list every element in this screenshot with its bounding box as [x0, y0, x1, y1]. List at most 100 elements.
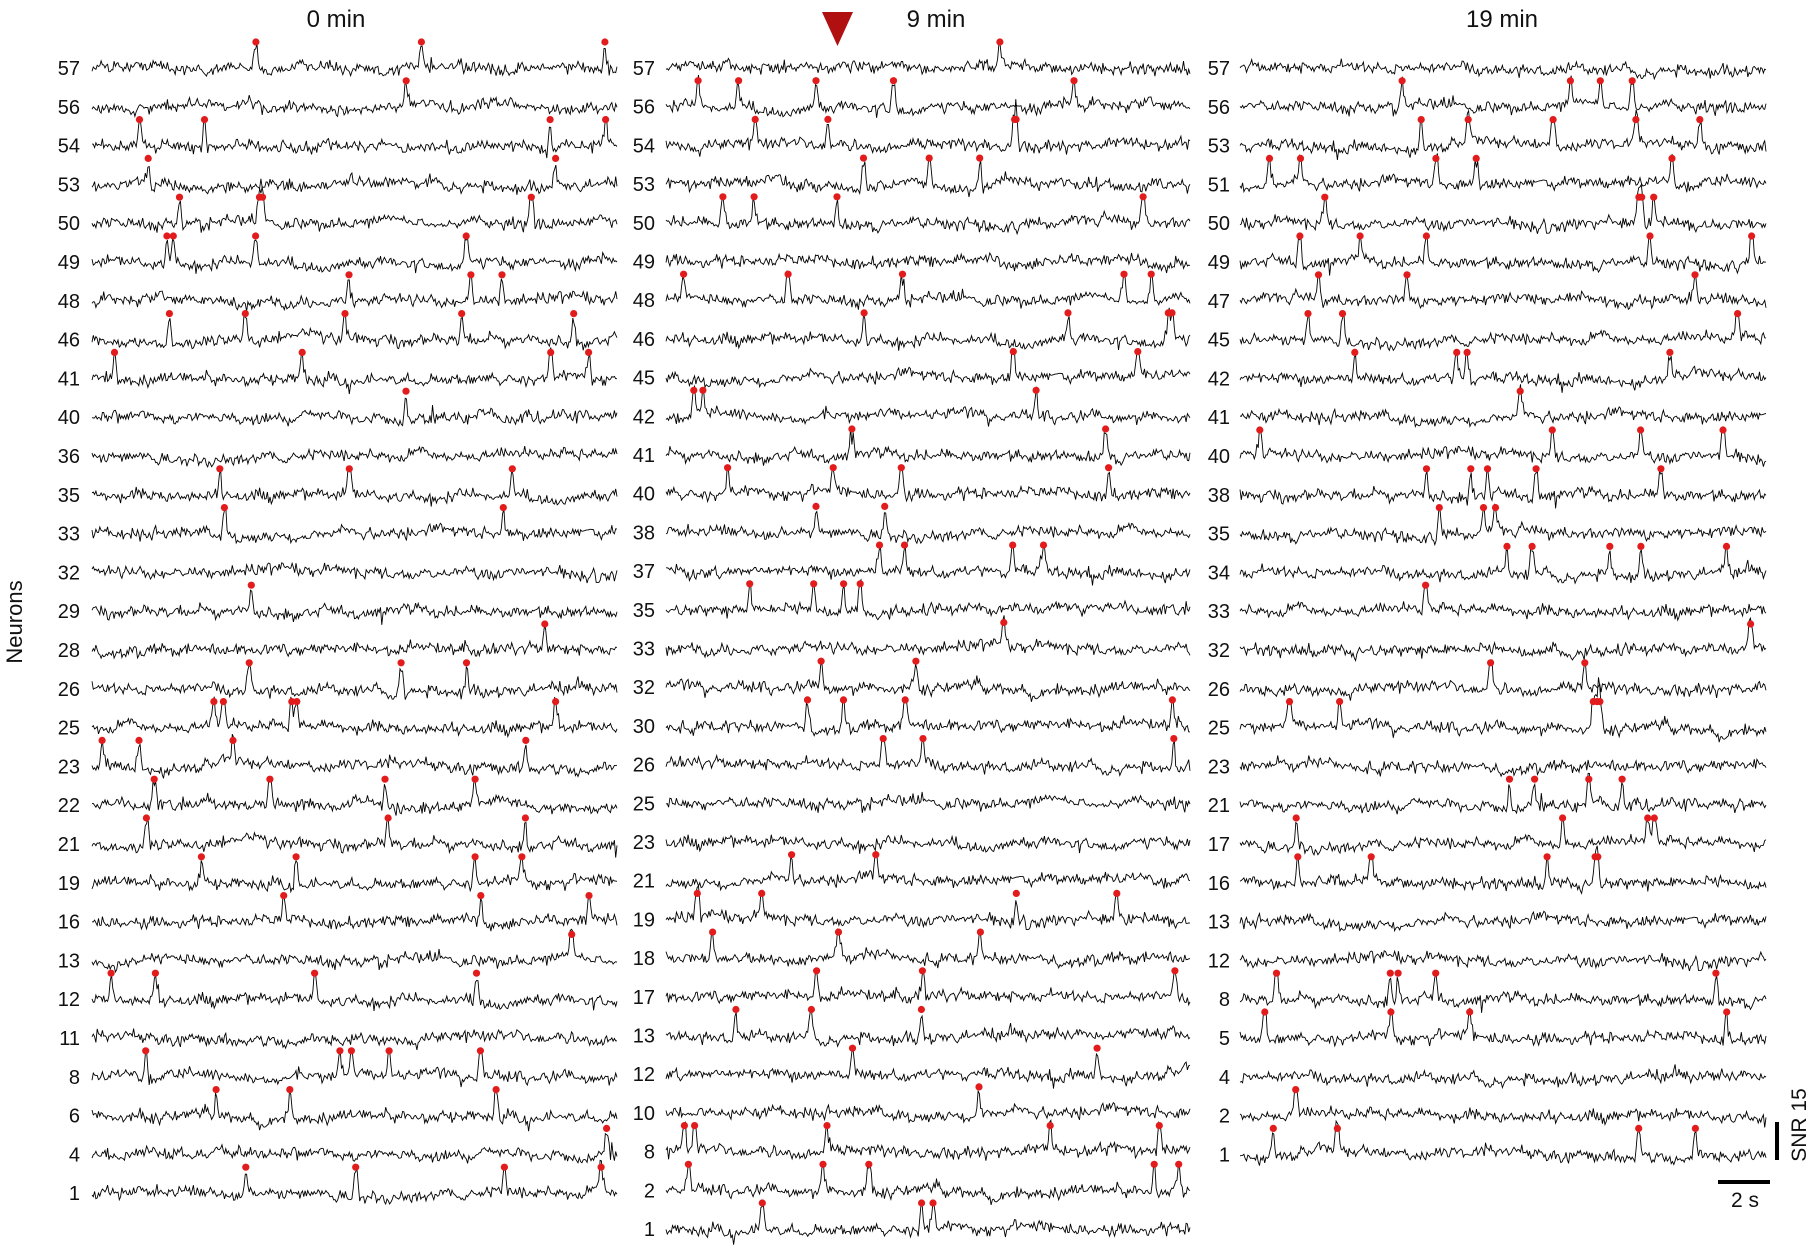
spike-marker	[241, 310, 249, 318]
spike-marker	[1139, 193, 1147, 201]
neuron-label: 48	[633, 290, 655, 312]
neuron-row-53: 53	[1208, 109, 1767, 161]
spike-marker	[1464, 116, 1472, 124]
neuron-trace	[1239, 616, 1767, 663]
neuron-row-32: 32	[1208, 616, 1767, 663]
neuron-row-19: 19	[58, 853, 618, 895]
neuron-label: 2	[1219, 1106, 1230, 1128]
spike-marker	[1632, 116, 1640, 124]
spike-marker	[1272, 969, 1281, 977]
neuron-trace	[1239, 1089, 1767, 1128]
neuron-trace	[1239, 272, 1767, 311]
neuron-row-17: 17	[1208, 814, 1767, 856]
stimulus-marker-icon	[822, 12, 853, 46]
neuron-trace	[665, 270, 1191, 310]
spike-marker	[693, 889, 701, 898]
spike-marker	[1304, 310, 1312, 318]
spike-marker	[1292, 814, 1300, 822]
time-scale-label: 2 s	[1731, 1189, 1759, 1212]
panel-title: 19 min	[1466, 6, 1538, 33]
spike-marker	[142, 814, 150, 822]
neuron-trace	[1239, 845, 1767, 895]
neuron-row-25: 25	[633, 791, 1191, 815]
spike-marker	[476, 1047, 484, 1055]
neuron-label: 33	[1208, 601, 1230, 623]
neuron-trace	[91, 627, 618, 660]
spike-marker	[98, 736, 106, 745]
neuron-row-46: 46	[58, 310, 618, 352]
neuron-trace	[91, 397, 618, 427]
neuron-row-42: 42	[633, 384, 1191, 428]
neuron-label: 56	[633, 97, 655, 119]
neuron-label: 56	[58, 97, 80, 119]
spike-marker	[1387, 1008, 1395, 1016]
neuron-trace	[665, 427, 1191, 467]
spike-marker	[812, 77, 820, 85]
neuron-row-40: 40	[58, 387, 618, 429]
spike-marker	[498, 271, 506, 279]
neuron-trace	[1239, 817, 1767, 856]
spike-marker	[758, 1199, 766, 1207]
spike-marker	[709, 928, 717, 936]
spike-marker	[200, 116, 209, 124]
neuron-trace	[1239, 503, 1767, 547]
neuron-row-10: 10	[633, 1083, 1191, 1125]
neuron-row-23: 23	[1208, 755, 1767, 778]
neuron-label: 50	[633, 213, 655, 235]
neuron-row-33: 33	[1208, 581, 1767, 623]
neuron-row-1: 1	[69, 1159, 618, 1205]
neuron-label: 53	[58, 174, 80, 196]
neuron-label: 4	[1219, 1067, 1230, 1089]
neuron-row-12: 12	[1208, 949, 1767, 972]
neuron-row-25: 25	[1208, 677, 1767, 743]
neuron-label: 29	[58, 601, 80, 623]
neuron-row-4: 4	[69, 1124, 618, 1166]
neuron-label: 26	[633, 755, 655, 777]
spike-marker	[242, 1163, 250, 1171]
neuron-row-50: 50	[633, 193, 1191, 236]
spike-marker	[1009, 348, 1017, 356]
spike-marker	[834, 928, 843, 936]
spike-marker	[252, 38, 260, 46]
spike-marker	[546, 116, 554, 124]
neuron-trace	[1239, 183, 1767, 234]
spike-marker	[1548, 426, 1556, 434]
spike-marker	[197, 853, 205, 861]
spike-marker	[1296, 154, 1305, 162]
spike-marker	[1261, 1008, 1269, 1016]
neuron-row-45: 45	[1208, 310, 1767, 352]
spike-marker	[212, 1086, 220, 1094]
spike-marker	[1336, 698, 1344, 706]
neuron-label: 54	[633, 135, 655, 157]
neuron-row-21: 21	[58, 814, 618, 858]
spike-marker	[859, 154, 868, 162]
spike-marker	[107, 969, 115, 977]
neuron-label: 41	[633, 445, 655, 467]
neuron-row-57: 57	[1208, 57, 1767, 81]
spike-marker	[1009, 541, 1017, 549]
spike-marker	[839, 696, 848, 704]
neuron-row-42: 42	[1208, 348, 1767, 393]
neuron-row-50: 50	[58, 178, 618, 235]
spike-marker	[341, 310, 349, 318]
spike-marker	[462, 659, 471, 667]
spike-marker	[1747, 620, 1755, 628]
spike-marker	[746, 580, 754, 588]
spike-marker	[1650, 814, 1658, 822]
neuron-trace	[665, 154, 1191, 198]
spike-marker	[1175, 1160, 1183, 1168]
neuron-trace	[665, 42, 1191, 77]
spike-marker	[1516, 387, 1524, 395]
spike-marker	[220, 504, 228, 512]
scale-bars: SNR 15 2 s	[1718, 1088, 1810, 1212]
neuron-row-36: 36	[58, 445, 618, 468]
neuron-label: 30	[633, 716, 655, 738]
spike-marker	[1503, 542, 1511, 551]
neuron-trace	[665, 99, 1191, 157]
spike-marker	[996, 38, 1004, 46]
spike-marker	[784, 270, 792, 278]
neuron-label: 57	[633, 58, 655, 80]
spike-marker	[1618, 775, 1626, 783]
neuron-row-33: 33	[633, 615, 1191, 661]
spike-marker	[819, 1160, 827, 1168]
